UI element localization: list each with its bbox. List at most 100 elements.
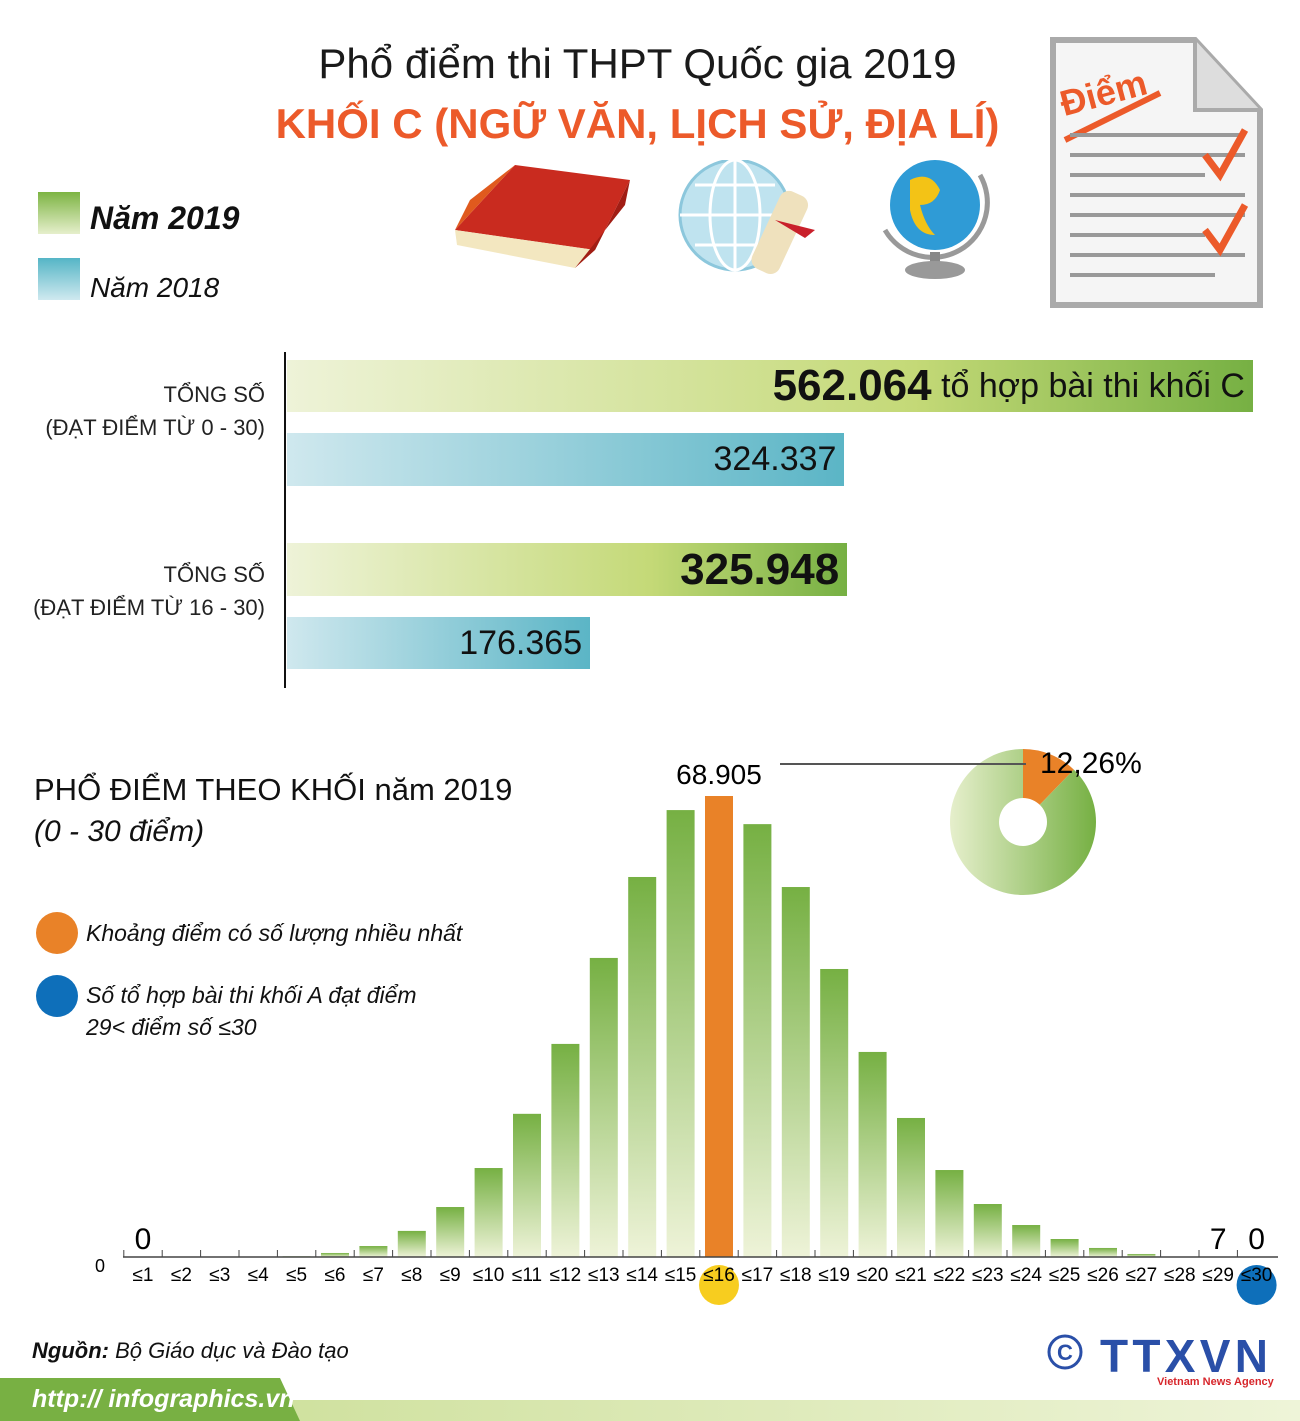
x-tick-label: ≤30 bbox=[1241, 1265, 1273, 1286]
legend-line: Số tổ hợp bài thi khối A đạt điểm bbox=[86, 982, 417, 1008]
bar-≤9 bbox=[436, 1207, 465, 1257]
page-title: Phổ điểm thi THPT Quốc gia 2019 bbox=[318, 40, 957, 87]
hbar-axis bbox=[284, 352, 286, 688]
x-tick-label: ≤7 bbox=[363, 1265, 384, 1286]
legend-line: 29< điểm số ≤30 bbox=[86, 1014, 257, 1040]
bar-≤15 bbox=[666, 810, 695, 1257]
bar-≤17 bbox=[743, 824, 772, 1257]
bar-value-suffix: tổ hợp bài thi khối C bbox=[941, 366, 1245, 405]
bar-≤26 bbox=[1089, 1247, 1117, 1257]
bar-≤24 bbox=[1012, 1225, 1041, 1257]
x-tick-label: ≤23 bbox=[972, 1265, 1004, 1286]
bar-≤23 bbox=[973, 1204, 1002, 1257]
legend-swatch-2018 bbox=[38, 258, 80, 300]
label-line: (ĐẠT ĐIỂM TỪ 16 - 30) bbox=[33, 595, 265, 620]
bar-≤10 bbox=[474, 1168, 503, 1257]
x-tick-label: ≤17 bbox=[742, 1265, 774, 1286]
hbar-total-2019: 562.064 tổ hợp bài thi khối C bbox=[287, 360, 1253, 412]
y-zero-label: 0 bbox=[95, 1256, 105, 1276]
hbar-group-label-1: TỔNG SỐ (ĐẠT ĐIỂM TỪ 0 - 30) bbox=[0, 378, 265, 444]
bar-≤11 bbox=[513, 1113, 541, 1257]
hbar-total-2018: 324.337 bbox=[287, 433, 845, 486]
top-score-marker bbox=[1236, 1265, 1277, 1305]
x-tick-label: ≤10 bbox=[473, 1265, 505, 1286]
x-tick-label: ≤16 bbox=[703, 1265, 735, 1286]
footer-url-tab bbox=[0, 1378, 300, 1421]
distribution-subtitle: (0 - 30 điểm) bbox=[34, 815, 205, 848]
x-tick-label: ≤28 bbox=[1164, 1265, 1196, 1286]
hbar-group-label-2: TỔNG SỐ (ĐẠT ĐIỂM TỪ 16 - 30) bbox=[0, 558, 265, 624]
svg-text:C: C bbox=[1057, 1340, 1073, 1365]
ttxvn-logo: C TTXVN Vietnam News Agency bbox=[1047, 1330, 1275, 1388]
bar-≤27 bbox=[1127, 1253, 1156, 1257]
legend-swatch-2019 bbox=[38, 192, 80, 234]
x-tick-label: ≤29 bbox=[1202, 1265, 1234, 1286]
bar-≤16 bbox=[705, 796, 733, 1257]
label-line: (ĐẠT ĐIỂM TỪ 0 - 30) bbox=[45, 415, 265, 440]
x-tick-label: ≤26 bbox=[1087, 1265, 1119, 1286]
legend-label-max: Khoảng điểm có số lượng nhiều nhất bbox=[86, 920, 463, 946]
x-tick-label: ≤8 bbox=[401, 1265, 422, 1286]
bar-≤7 bbox=[359, 1246, 388, 1257]
x-tick-label: ≤20 bbox=[857, 1265, 889, 1286]
label-line: TỔNG SỐ bbox=[163, 382, 265, 407]
book-icon bbox=[455, 165, 630, 268]
score-document-icon: Điểm bbox=[1050, 37, 1263, 308]
x-tick-label: ≤1 bbox=[133, 1265, 154, 1286]
x-tick-label: ≤6 bbox=[325, 1265, 346, 1286]
x-tick-label: ≤5 bbox=[286, 1265, 307, 1286]
x-tick-label: ≤27 bbox=[1126, 1265, 1158, 1286]
bar-≤12 bbox=[551, 1043, 580, 1257]
bar-≤20 bbox=[858, 1051, 887, 1257]
bar-≤18 bbox=[781, 887, 810, 1257]
footer-url[interactable]: http:// infographics.vn bbox=[32, 1385, 295, 1413]
x-tick-label: ≤4 bbox=[248, 1265, 269, 1286]
legend-label-2019: Năm 2019 bbox=[90, 200, 240, 236]
page-subtitle: KHỐI C (NGỮ VĂN, LỊCH SỬ, ĐỊA LÍ) bbox=[275, 100, 1000, 147]
legend-dot-max bbox=[36, 912, 78, 954]
source: Nguồn: Bộ Giáo dục và Đào tạo bbox=[32, 1338, 349, 1364]
bar-≤13 bbox=[589, 957, 618, 1257]
copyright-icon bbox=[1047, 1334, 1083, 1370]
donut-label: 12,26% bbox=[1040, 747, 1142, 780]
bar-value: 324.337 bbox=[713, 440, 837, 478]
legend-label-2018: Năm 2018 bbox=[90, 272, 220, 303]
x-tick-label: ≤12 bbox=[550, 1265, 582, 1286]
x-tick-label: ≤2 bbox=[171, 1265, 192, 1286]
source-label: Nguồn: bbox=[32, 1338, 109, 1363]
x-tick-label: ≤22 bbox=[934, 1265, 966, 1286]
distribution-title: PHỔ ĐIỂM THEO KHỐI năm 2019 bbox=[34, 772, 513, 807]
distribution-chart: ≤1 ≤2 ≤3 ≤4 ≤5 ≤6 ≤7 ≤8 ≤9 ≤10 ≤11 ≤12 ≤13 ≤14 ≤15 ≤16 ≤… bbox=[95, 747, 1278, 1305]
data-label: 68.905 bbox=[676, 759, 762, 790]
bar-≤21 bbox=[897, 1117, 925, 1257]
data-label: 0 bbox=[1248, 1223, 1265, 1256]
hbar-16plus-2019: 325.948 bbox=[287, 543, 848, 596]
data-label: 0 bbox=[135, 1223, 152, 1256]
x-tick-label: ≤24 bbox=[1010, 1265, 1042, 1286]
x-tick-label: ≤3 bbox=[209, 1265, 230, 1286]
hbar-16plus-2018: 176.365 bbox=[287, 617, 591, 669]
data-label: 7 bbox=[1210, 1223, 1227, 1256]
logo-subtext: Vietnam News Agency bbox=[1157, 1376, 1275, 1388]
bar-value: 176.365 bbox=[459, 623, 583, 662]
x-tick-label: ≤9 bbox=[440, 1265, 461, 1286]
bar-value: 325.948 bbox=[680, 544, 840, 594]
label-line: TỔNG SỐ bbox=[163, 562, 265, 587]
bar-≤8 bbox=[397, 1230, 426, 1257]
x-tick-label: ≤11 bbox=[512, 1265, 542, 1286]
bar-value: 562.064 bbox=[772, 361, 932, 410]
world-map-scroll-icon bbox=[678, 160, 815, 275]
x-tick-label: ≤25 bbox=[1049, 1265, 1081, 1286]
footer-band bbox=[0, 1400, 1300, 1421]
bar-≤25 bbox=[1050, 1239, 1079, 1257]
donut-chart bbox=[950, 749, 1096, 895]
x-tick-label: ≤15 bbox=[665, 1265, 697, 1286]
globe-icon bbox=[882, 160, 990, 279]
bar-≤6 bbox=[321, 1252, 349, 1257]
donut-hole bbox=[999, 798, 1047, 846]
subject-icons bbox=[455, 160, 990, 279]
bar-≤19 bbox=[820, 968, 849, 1257]
source-text: Bộ Giáo dục và Đào tạo bbox=[115, 1338, 349, 1363]
legend-dot-top bbox=[36, 975, 78, 1017]
x-tick-label: ≤21 bbox=[895, 1265, 927, 1286]
